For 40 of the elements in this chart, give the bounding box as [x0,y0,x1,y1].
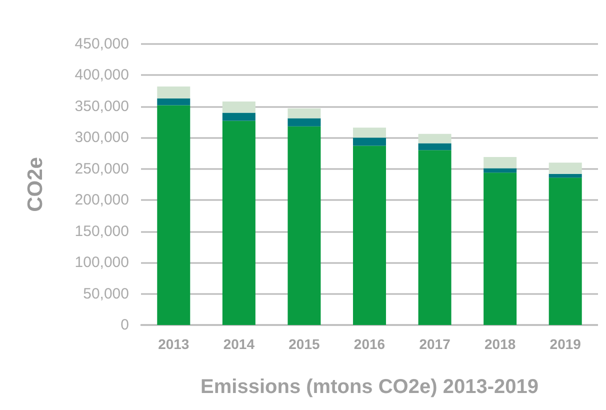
x-axis-title: Emissions (mtons CO2e) 2013-2019 [200,376,538,398]
y-tick-label: 0 [120,316,129,334]
y-tick-label: 200,000 [74,192,129,209]
bar [288,126,321,325]
bar [418,134,452,144]
x-tick-label: 2016 [354,336,386,352]
x-tick-label: 2014 [223,336,255,352]
bar [548,174,582,178]
bar [288,118,321,126]
bar [353,138,386,146]
bar [288,108,321,118]
x-tick-label: 2019 [550,336,582,352]
bar [157,98,190,106]
x-tick-label: 2013 [158,336,190,352]
bar [548,178,582,325]
y-tick-label: 350,000 [74,98,129,115]
bar [418,150,452,325]
y-tick-label: 50,000 [83,285,129,302]
bar [157,86,190,98]
y-tick-label: 400,000 [74,66,129,84]
bar [418,143,452,150]
bar [548,162,582,174]
bar [484,172,517,325]
y-tick-label: 100,000 [74,254,129,272]
bar [484,168,517,173]
bar [222,112,256,121]
bar [222,120,256,325]
y-tick-label: 300,000 [74,129,129,146]
bar [222,101,256,113]
x-tick-label: 2017 [419,336,451,352]
bar [353,128,386,138]
y-tick-label: 150,000 [74,222,129,240]
bar [484,157,517,168]
bar [157,105,190,325]
x-tick-label: 2018 [484,336,516,352]
bar [353,146,386,325]
y-tick-label: 250,000 [74,160,129,178]
x-tick-label: 2015 [288,336,320,352]
y-tick-label: 450,000 [74,36,129,52]
y-axis-title: CO2e [24,157,47,212]
